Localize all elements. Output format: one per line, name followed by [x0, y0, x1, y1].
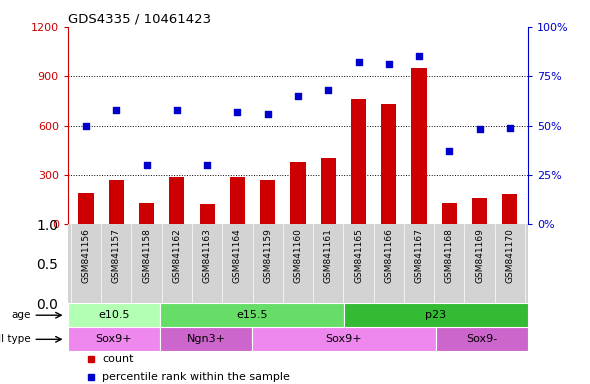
- Text: Sox9-: Sox9-: [467, 334, 497, 344]
- Text: GSM841158: GSM841158: [142, 228, 151, 283]
- Text: GSM841168: GSM841168: [445, 228, 454, 283]
- Bar: [230, 177, 245, 224]
- Text: GSM841161: GSM841161: [324, 228, 333, 283]
- Bar: [160, 303, 344, 327]
- Point: [172, 107, 182, 113]
- Bar: [109, 180, 124, 224]
- Bar: [169, 177, 185, 224]
- Bar: [502, 194, 517, 224]
- Bar: [290, 162, 306, 224]
- Point: [263, 111, 273, 117]
- Bar: [139, 203, 154, 224]
- Bar: [381, 104, 396, 224]
- Text: GSM841157: GSM841157: [112, 228, 121, 283]
- Point: [475, 126, 484, 132]
- Text: GSM841163: GSM841163: [202, 228, 212, 283]
- Point: [81, 122, 91, 129]
- Text: p23: p23: [425, 310, 447, 320]
- Point: [142, 162, 151, 168]
- Bar: [436, 327, 528, 351]
- Text: e10.5: e10.5: [98, 310, 130, 320]
- Bar: [442, 203, 457, 224]
- Bar: [260, 180, 276, 224]
- Text: GSM841156: GSM841156: [81, 228, 90, 283]
- Bar: [199, 204, 215, 224]
- Bar: [351, 99, 366, 224]
- Point: [505, 124, 514, 131]
- Text: cell type: cell type: [0, 334, 31, 344]
- Bar: [68, 327, 160, 351]
- Bar: [411, 68, 427, 224]
- Text: GSM841160: GSM841160: [293, 228, 303, 283]
- Text: GSM841166: GSM841166: [384, 228, 394, 283]
- Point: [293, 93, 303, 99]
- Text: GSM841162: GSM841162: [172, 228, 181, 283]
- Text: GSM841170: GSM841170: [506, 228, 514, 283]
- Point: [323, 87, 333, 93]
- Text: GSM841164: GSM841164: [233, 228, 242, 283]
- Point: [232, 109, 242, 115]
- Bar: [78, 193, 94, 224]
- Point: [202, 162, 212, 168]
- Text: e15.5: e15.5: [236, 310, 268, 320]
- Point: [384, 61, 394, 68]
- Text: Sox9+: Sox9+: [96, 334, 132, 344]
- Bar: [160, 327, 252, 351]
- Text: count: count: [103, 354, 134, 364]
- Point: [112, 107, 121, 113]
- Bar: [472, 198, 487, 224]
- Text: GDS4335 / 10461423: GDS4335 / 10461423: [68, 13, 211, 26]
- Point: [414, 53, 424, 60]
- Text: percentile rank within the sample: percentile rank within the sample: [103, 372, 290, 382]
- Bar: [320, 159, 336, 224]
- Text: Ngn3+: Ngn3+: [186, 334, 225, 344]
- Bar: [68, 303, 160, 327]
- Text: GSM841167: GSM841167: [415, 228, 424, 283]
- Text: Sox9+: Sox9+: [326, 334, 362, 344]
- Bar: [344, 303, 528, 327]
- Text: GSM841165: GSM841165: [354, 228, 363, 283]
- Text: GSM841159: GSM841159: [263, 228, 272, 283]
- Point: [445, 148, 454, 154]
- Point: [354, 59, 363, 65]
- Text: age: age: [12, 310, 31, 320]
- Text: GSM841169: GSM841169: [475, 228, 484, 283]
- Bar: [252, 327, 436, 351]
